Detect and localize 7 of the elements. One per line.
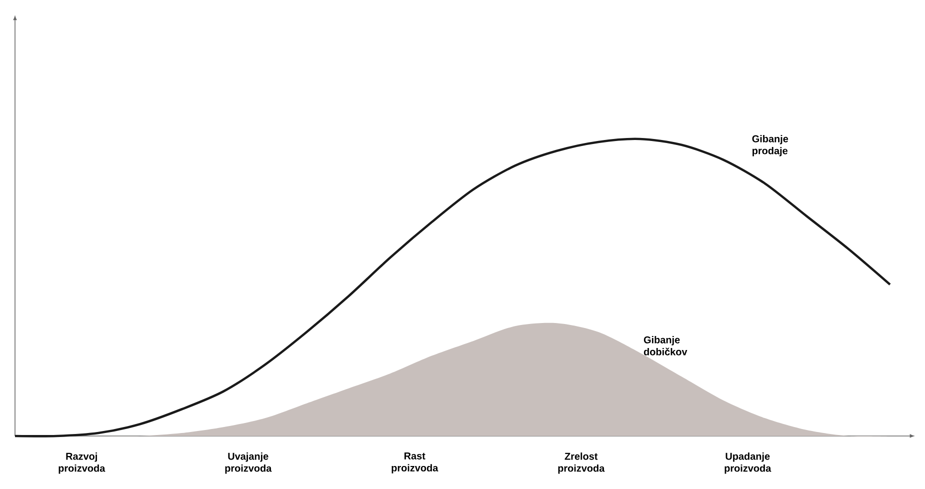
text: Uvajanje proizvoda [225,452,272,474]
text: Upadanje proizvoda [724,452,772,474]
series-label: Gibanje dobičkov [644,336,688,356]
text: Rast proizvoda [392,452,438,474]
series-label: Gibanje prodaje [752,135,788,156]
text: Zrelost proizvoda [558,452,605,474]
text: Razvoj proizvoda [58,452,106,474]
